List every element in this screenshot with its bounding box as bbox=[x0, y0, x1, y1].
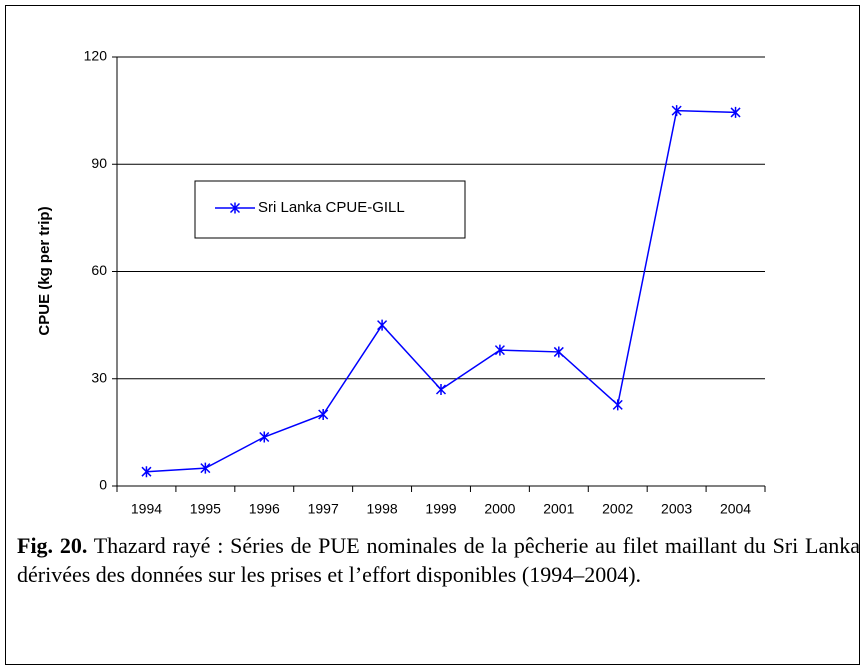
caption-label: Fig. 20. bbox=[17, 533, 88, 558]
chart: CPUE (kg per trip) 0 30 60 90 120 1994 1995 199… bbox=[36, 48, 766, 517]
data-point bbox=[730, 106, 741, 118]
data-point bbox=[671, 105, 682, 117]
x-tick-label: 1996 bbox=[249, 501, 280, 517]
x-tick-label: 2004 bbox=[720, 501, 751, 517]
legend-label: Sri Lanka CPUE-GILL bbox=[258, 199, 405, 216]
data-point bbox=[318, 409, 329, 420]
data-point bbox=[553, 346, 564, 358]
y-tick-label: 90 bbox=[91, 155, 107, 171]
x-tick-label: 2002 bbox=[602, 501, 633, 517]
y-axis-label: CPUE (kg per trip) bbox=[36, 206, 53, 335]
data-point bbox=[612, 399, 623, 411]
data-point bbox=[377, 319, 388, 331]
data-point bbox=[200, 462, 211, 474]
legend-box bbox=[194, 180, 466, 239]
y-tick-label: 30 bbox=[91, 369, 107, 385]
y-tick-label: 60 bbox=[91, 262, 107, 278]
x-tick-label: 2000 bbox=[484, 501, 515, 517]
caption-text: Thazard rayé : Séries de PUE nominales d… bbox=[17, 533, 860, 587]
x-tick-label: 1999 bbox=[425, 501, 456, 517]
data-line bbox=[146, 109, 736, 473]
legend-marker bbox=[229, 202, 241, 214]
data-point bbox=[259, 431, 270, 443]
caption: Fig. 20. Thazard rayé : Séries de PUE no… bbox=[17, 531, 860, 589]
x-tick-label: 2003 bbox=[661, 501, 692, 517]
x-tick-label: 1997 bbox=[308, 501, 339, 517]
x-tick-label: 1994 bbox=[131, 501, 162, 517]
y-tick-label: 0 bbox=[99, 477, 107, 493]
y-tick-label: 120 bbox=[84, 48, 108, 64]
data-point bbox=[435, 383, 447, 395]
data-point bbox=[494, 344, 505, 356]
x-tick-label: 1998 bbox=[367, 501, 398, 517]
x-tick-label: 1995 bbox=[190, 501, 221, 517]
x-tick-label: 2001 bbox=[543, 501, 574, 517]
data-point bbox=[141, 466, 152, 478]
